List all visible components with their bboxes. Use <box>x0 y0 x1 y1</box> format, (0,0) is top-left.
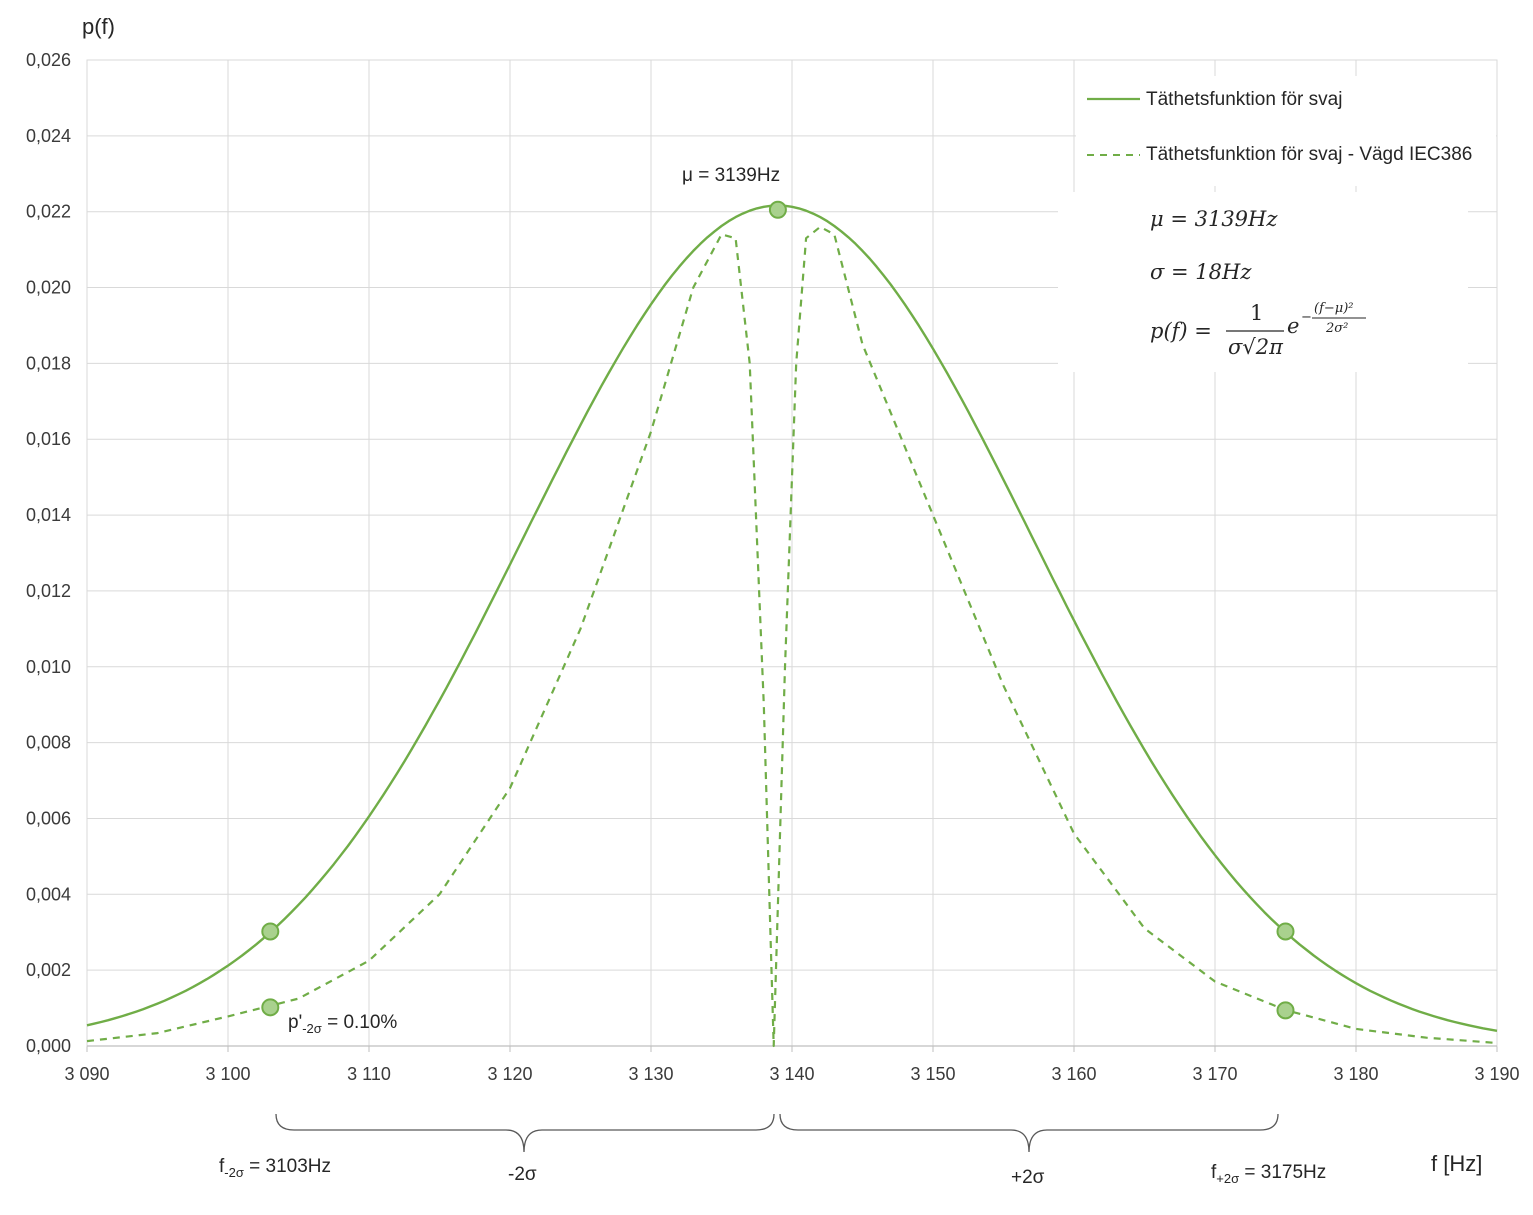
f-plus-2sigma-value: = 3175Hz <box>1239 1162 1326 1183</box>
x-tick-label: 3 180 <box>1333 1064 1378 1084</box>
x-tick-labels: 3 090 3 100 3 110 3 120 3 130 3 140 3 150 3 160… <box>64 1064 1519 1084</box>
formula-exp-minus: − <box>1301 310 1312 325</box>
formula-background <box>1058 192 1468 372</box>
p-minus-2sigma-symbol: p' <box>288 1012 302 1033</box>
legend-label-solid: Täthetsfunktion för svaj <box>1146 89 1342 110</box>
y-axis-title: p(f) <box>82 14 115 39</box>
formula-denominator: σ√2π <box>1228 335 1284 359</box>
x-tick-label: 3 100 <box>205 1064 250 1084</box>
f-minus-2sigma-value: = 3103Hz <box>244 1156 331 1177</box>
y-tick-label: 0,004 <box>26 884 71 904</box>
series-group <box>86 204 1498 1048</box>
grid <box>86 59 1498 1052</box>
y-tick-label: 0,020 <box>26 278 71 298</box>
f-plus-2sigma-label: f+2σ = 3175Hz <box>1211 1162 1326 1186</box>
y-tick-label: 0,022 <box>26 202 71 222</box>
plus-2sigma-brace-label: +2σ <box>1011 1167 1045 1188</box>
data-marker <box>1276 922 1295 941</box>
x-tick-label: 3 120 <box>487 1064 532 1084</box>
formula-mu: μ = 3139𝐻𝑧 <box>1150 207 1278 231</box>
x-tick-label: 3 130 <box>628 1064 673 1084</box>
data-marker <box>1276 1001 1295 1020</box>
legend-background <box>1076 76 1496 186</box>
x-tick-label: 3 110 <box>347 1064 391 1084</box>
p-minus-2sigma-label: p'-2σ = 0.10% <box>288 1012 397 1036</box>
y-tick-label: 0,010 <box>26 657 71 677</box>
y-tick-label: 0,002 <box>26 960 71 980</box>
data-marker <box>261 998 280 1017</box>
y-tick-label: 0,008 <box>26 733 71 753</box>
formula-box: μ = 3139𝐻𝑧 σ = 18𝐻𝑧 p(f) = 1 σ√2π e − (f… <box>1058 192 1468 372</box>
x-tick-label: 3 090 <box>64 1064 109 1084</box>
formula-numerator: 1 <box>1250 301 1263 325</box>
plus-2sigma-brace <box>779 1113 1279 1153</box>
formula-e: e <box>1287 314 1299 338</box>
y-tick-label: 0,026 <box>26 50 71 70</box>
y-tick-label: 0,006 <box>26 808 71 828</box>
x-tick-label: 3 160 <box>1051 1064 1096 1084</box>
f-plus-2sigma-symbol: f <box>1211 1162 1217 1183</box>
y-tick-label: 0,000 <box>26 1036 71 1056</box>
y-tick-label: 0,024 <box>26 126 71 146</box>
f-minus-2sigma-subscript: -2σ <box>224 1165 244 1180</box>
formula-sigma: σ = 18𝐻𝑧 <box>1150 260 1252 284</box>
data-marker <box>261 922 280 941</box>
y-tick-label: 0,014 <box>26 505 71 525</box>
legend-label-dashed: Täthetsfunktion för svaj - Vägd IEC386 <box>1146 144 1472 165</box>
f-plus-2sigma-subscript: +2σ <box>1216 1171 1239 1186</box>
y-tick-label: 0,016 <box>26 429 71 449</box>
formula-exp-denominator: 2σ² <box>1325 321 1348 336</box>
minus-2sigma-brace-label: -2σ <box>508 1164 537 1185</box>
x-tick-label: 3 190 <box>1474 1064 1519 1084</box>
mu-label: μ = 3139Hz <box>682 165 780 186</box>
x-tick-label: 3 170 <box>1192 1064 1237 1084</box>
markers-group <box>261 200 1295 1020</box>
y-tick-label: 0,018 <box>26 353 71 373</box>
p-minus-2sigma-value: = 0.10% <box>322 1012 398 1033</box>
f-minus-2sigma-symbol: f <box>219 1156 225 1177</box>
y-tick-label: 0,012 <box>26 581 71 601</box>
x-tick-label: 3 150 <box>910 1064 955 1084</box>
minus-2sigma-brace <box>275 1113 775 1153</box>
p-minus-2sigma-subscript: -2σ <box>302 1021 322 1036</box>
series-line-density <box>86 204 1498 1032</box>
x-axis-title: f [Hz] <box>1431 1151 1482 1176</box>
x-tick-label: 3 140 <box>769 1064 814 1084</box>
y-tick-labels: 0,000 0,002 0,004 0,006 0,008 0,010 0,012 0,014… <box>26 50 71 1056</box>
f-minus-2sigma-label: f-2σ = 3103Hz <box>219 1156 331 1180</box>
formula-pf: p(f) = <box>1150 319 1212 343</box>
data-marker <box>768 200 787 219</box>
formula-exp-numerator: (f−μ)² <box>1314 301 1354 316</box>
legend: Täthetsfunktion för svaj Täthetsfunktion… <box>1076 76 1496 186</box>
